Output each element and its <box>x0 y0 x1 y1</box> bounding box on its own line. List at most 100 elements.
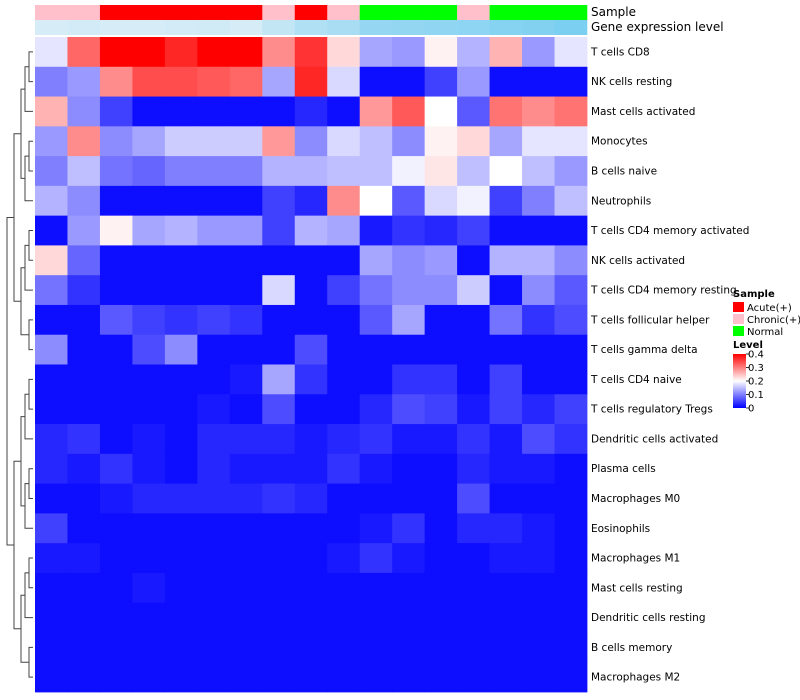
heatmap-cell <box>294 185 328 217</box>
heatmap-cell <box>392 66 426 97</box>
heatmap-cell <box>489 185 523 217</box>
gene-level-annotation-cell <box>164 20 198 35</box>
heatmap-cell <box>262 394 296 425</box>
heatmap-cell <box>294 215 328 246</box>
heatmap-cell <box>229 394 263 425</box>
heatmap-cell <box>262 96 296 127</box>
heatmap-cell <box>424 215 458 246</box>
heatmap-cell <box>489 334 523 365</box>
heatmap-cell <box>294 572 328 604</box>
heatmap-cell <box>489 394 523 425</box>
heatmap-cell <box>99 364 133 395</box>
heatmap-cell <box>554 543 588 574</box>
heatmap-cell <box>164 602 198 633</box>
heatmap-cell <box>424 245 458 276</box>
heatmap-cell <box>392 602 426 633</box>
heatmap-cell <box>132 572 166 604</box>
heatmap-cell <box>359 96 393 127</box>
heatmap-cell <box>99 66 133 97</box>
heatmap-cell <box>132 96 166 127</box>
gene-level-annotation-cell <box>489 20 523 35</box>
heatmap-cell <box>457 543 490 574</box>
heatmap-cell <box>424 424 458 455</box>
heatmap-cell <box>457 364 490 395</box>
heatmap-cell <box>359 215 393 246</box>
heatmap-cell <box>294 543 328 574</box>
heatmap-cell <box>99 96 133 127</box>
heatmap-cell <box>554 334 588 365</box>
heatmap-cell <box>359 364 393 395</box>
heatmap-cell <box>67 394 101 425</box>
heatmap-cell <box>262 245 296 276</box>
heatmap-cell <box>67 364 101 395</box>
heatmap-cell <box>554 453 588 484</box>
heatmap-cell <box>262 156 296 187</box>
heatmap-cell <box>229 37 263 68</box>
heatmap-cell <box>457 215 490 246</box>
heatmap-cell <box>132 632 166 663</box>
heatmap-cell <box>327 513 361 544</box>
heatmap-cell <box>424 513 458 544</box>
heatmap-cell <box>229 632 263 663</box>
sample-annotation-cell <box>424 5 458 20</box>
heatmap-cell <box>229 424 263 455</box>
heatmap-cell <box>35 96 68 127</box>
heatmap-cell <box>35 66 68 97</box>
heatmap-cell <box>392 632 426 663</box>
heatmap-cell <box>522 632 555 663</box>
heatmap-cell <box>35 632 68 663</box>
heatmap-cell <box>262 453 296 484</box>
heatmap-cell <box>359 394 393 425</box>
heatmap-cell <box>554 572 588 604</box>
gene-level-annotation-cell <box>327 20 361 35</box>
heatmap-cell <box>262 662 296 693</box>
heatmap-cell <box>164 96 198 127</box>
heatmap-cell <box>359 453 393 484</box>
row-labels: T cells CD8 NK cells resting Mast cells ac… <box>590 46 749 683</box>
annotation-label-gene-expression: Gene expression level <box>591 20 724 34</box>
heatmap-cell <box>489 66 523 97</box>
sample-annotation-cell <box>392 5 425 20</box>
heatmap-cell <box>197 245 231 276</box>
heatmap-cell <box>327 662 361 693</box>
row-label: Neutrophils <box>591 195 651 207</box>
heatmap-cell <box>489 215 523 246</box>
heatmap-cell <box>99 156 133 187</box>
heatmap-cell <box>197 185 231 217</box>
heatmap-cell <box>132 662 166 693</box>
heatmap-cell <box>35 483 68 514</box>
gene-level-annotation-cell <box>554 20 588 35</box>
heatmap-cell <box>457 602 490 633</box>
heatmap-cell <box>262 424 296 455</box>
row-label: Mast cells resting <box>591 582 683 594</box>
heatmap-cell <box>229 304 263 336</box>
row-label: NK cells activated <box>591 255 685 267</box>
heatmap-cell <box>35 37 68 68</box>
heatmap-cell <box>457 185 490 217</box>
heatmap-cell <box>294 245 328 276</box>
heatmap-cell <box>522 245 555 276</box>
heatmap-cell <box>132 275 166 306</box>
dendrogram-branch <box>28 140 33 172</box>
sample-annotation-cell <box>457 5 490 20</box>
heatmap-cell <box>132 37 166 68</box>
row-label: Eosinophils <box>591 523 650 535</box>
row-label: Macrophages M0 <box>591 493 680 505</box>
heatmap-cell <box>457 126 490 157</box>
heatmap-cell <box>132 126 166 157</box>
heatmap-cell <box>67 513 101 544</box>
heatmap-cell <box>99 483 133 514</box>
heatmap-cell <box>392 483 426 514</box>
heatmap-cell <box>554 126 588 157</box>
heatmap-cell <box>164 334 198 365</box>
heatmap-cell <box>132 453 166 484</box>
heatmap-cell <box>164 513 198 544</box>
gene-level-annotation-cell <box>132 20 166 35</box>
heatmap-cell <box>132 394 166 425</box>
heatmap-cell <box>457 632 490 663</box>
heatmap-cell <box>99 513 133 544</box>
heatmap-cell <box>522 662 555 693</box>
heatmap-cell <box>35 126 68 157</box>
heatmap-cell <box>132 245 166 276</box>
heatmap-cell <box>164 572 198 604</box>
